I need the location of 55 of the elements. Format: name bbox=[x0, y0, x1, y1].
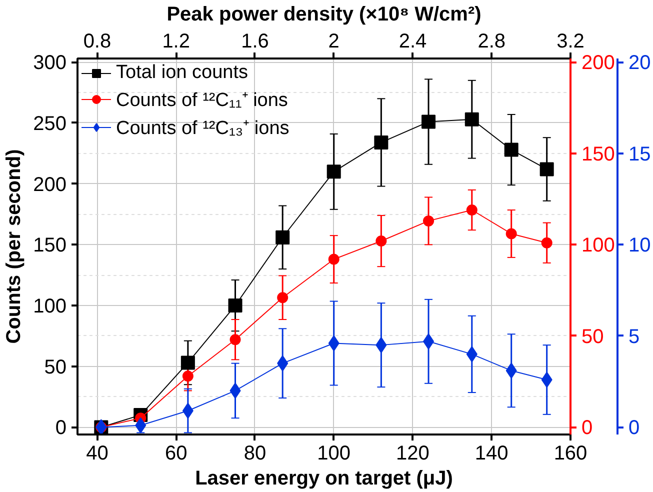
y2-tick-label: 50 bbox=[582, 326, 604, 348]
point bbox=[228, 298, 242, 313]
x2-tick-label: 3.2 bbox=[556, 30, 584, 52]
point bbox=[541, 237, 552, 248]
legend-label: Total ion counts bbox=[116, 62, 248, 84]
point bbox=[230, 334, 241, 346]
point bbox=[540, 162, 554, 176]
y3-tick-label: 15 bbox=[628, 143, 651, 166]
y-tick-label: 150 bbox=[33, 234, 67, 257]
y2-tick-label: 0 bbox=[582, 417, 593, 440]
x-tick-label: 40 bbox=[86, 442, 108, 464]
y3-tick-label: 0 bbox=[628, 417, 640, 440]
y-tick-label: 50 bbox=[44, 356, 67, 378]
x2-tick-label: 0.8 bbox=[83, 30, 112, 52]
point bbox=[464, 112, 479, 126]
y-tick-label: 250 bbox=[33, 112, 67, 135]
y3-tick-label: 5 bbox=[628, 326, 640, 348]
x-tick-label: 120 bbox=[396, 442, 430, 464]
y2-tick-label: 150 bbox=[582, 143, 615, 166]
x-axis-title: Laser energy on target (μJ) bbox=[195, 468, 453, 490]
point bbox=[180, 356, 195, 370]
point bbox=[277, 292, 288, 304]
point bbox=[328, 254, 340, 265]
point bbox=[504, 142, 518, 157]
x-tick-label: 140 bbox=[474, 442, 508, 464]
y-tick-label: 0 bbox=[55, 417, 66, 440]
x2-tick-label: 2.4 bbox=[398, 30, 427, 52]
point bbox=[466, 204, 478, 216]
point bbox=[374, 135, 388, 150]
x-tick-label: 60 bbox=[164, 442, 188, 464]
legend-label: Counts of ¹²C₁₁⁺ ions bbox=[116, 89, 288, 112]
x-tick-label: 100 bbox=[317, 442, 351, 464]
y-tick-label: 300 bbox=[33, 52, 67, 74]
point bbox=[423, 215, 434, 226]
y-axis-title: Counts (per second) bbox=[3, 149, 26, 344]
point bbox=[326, 164, 341, 179]
point bbox=[182, 370, 194, 382]
x2-tick-label: 1.6 bbox=[241, 30, 269, 52]
y3-tick-label: 10 bbox=[628, 234, 651, 257]
x2-tick-label: 2.8 bbox=[478, 30, 506, 52]
y-tick-label: 200 bbox=[33, 174, 67, 196]
point bbox=[276, 230, 290, 244]
x2-axis-title: Peak power density (×10⁸ W/cm²) bbox=[166, 4, 482, 26]
x2-tick-label: 2 bbox=[328, 30, 340, 52]
y2-tick-label: 200 bbox=[582, 52, 615, 74]
point bbox=[376, 236, 387, 247]
x-tick-label: 160 bbox=[554, 442, 588, 464]
y3-tick-label: 20 bbox=[628, 52, 651, 74]
x2-tick-label: 1.2 bbox=[162, 30, 190, 52]
point bbox=[506, 228, 517, 240]
y2-tick-label: 100 bbox=[582, 234, 615, 257]
y-tick-label: 100 bbox=[33, 296, 67, 318]
point bbox=[422, 114, 436, 129]
legend-label: Counts of ¹²C₁₃⁺ ions bbox=[116, 117, 290, 140]
x-tick-label: 80 bbox=[244, 442, 266, 464]
